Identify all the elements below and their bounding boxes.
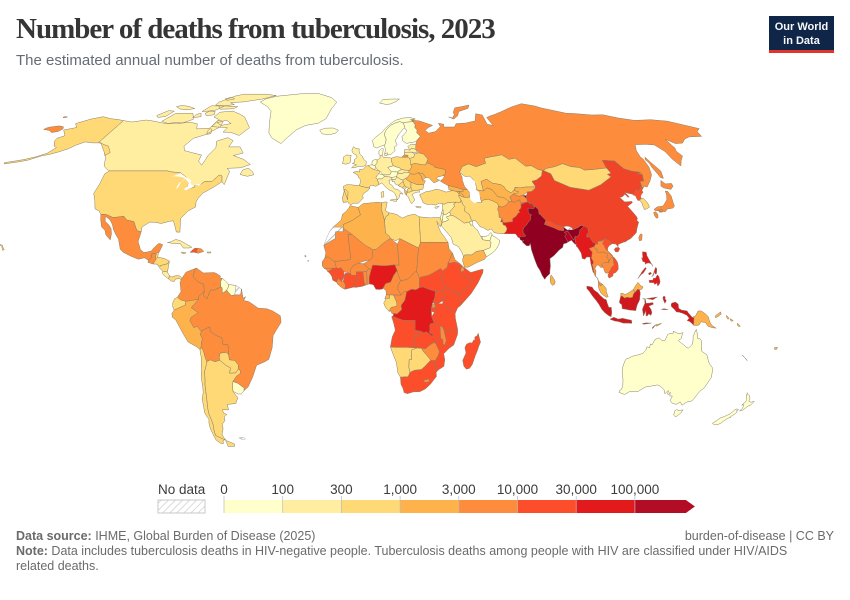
svg-text:100,000: 100,000 — [610, 482, 659, 497]
svg-text:0: 0 — [220, 482, 228, 497]
svg-text:No data: No data — [158, 482, 206, 497]
svg-text:300: 300 — [330, 482, 353, 497]
svg-text:30,000: 30,000 — [556, 482, 597, 497]
svg-text:100: 100 — [271, 482, 294, 497]
svg-text:10,000: 10,000 — [497, 482, 538, 497]
svg-text:1,000: 1,000 — [383, 482, 417, 497]
svg-text:3,000: 3,000 — [442, 482, 476, 497]
